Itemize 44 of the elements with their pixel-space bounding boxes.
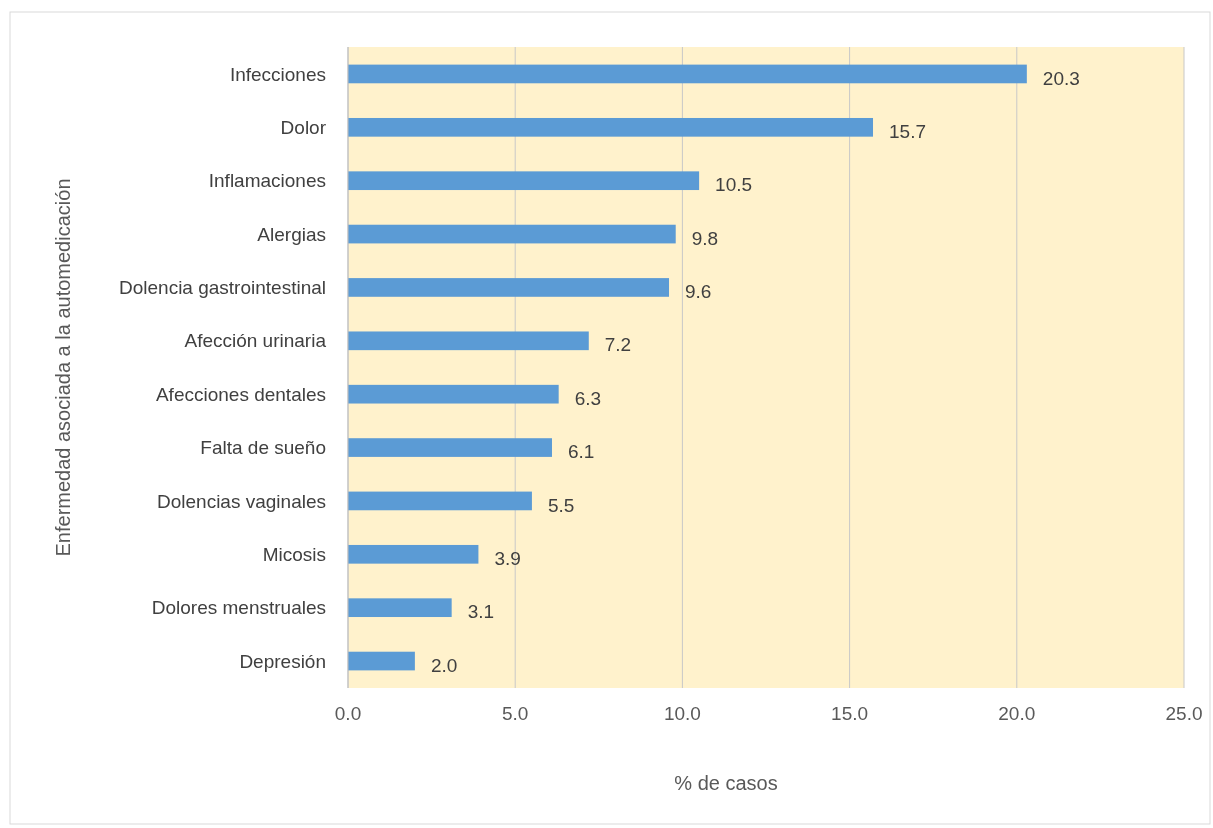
bar <box>348 438 552 457</box>
data-label: 20.3 <box>1042 67 1080 89</box>
y-tick-label: Depresión <box>239 650 326 672</box>
data-label: 6.1 <box>567 441 595 463</box>
y-tick-label: Falta de sueño <box>200 437 326 459</box>
bar <box>348 651 415 671</box>
bar <box>348 64 1027 84</box>
x-tick-label: 15.0 <box>831 703 869 724</box>
bar <box>348 384 559 404</box>
x-tick-label: 5.0 <box>501 703 529 724</box>
y-tick-label: Dolor <box>280 116 327 138</box>
bar <box>348 544 479 564</box>
data-label: 15.7 <box>889 120 926 142</box>
x-tick-label: 10.0 <box>663 703 701 724</box>
y-tick-label: Dolencias vaginales <box>157 490 326 512</box>
data-label: 6.3 <box>574 387 602 409</box>
data-label: 7.2 <box>604 334 632 356</box>
data-label: 3.1 <box>467 601 495 623</box>
y-tick-label: Afección urinaria <box>184 330 327 352</box>
bar <box>348 331 589 351</box>
x-tick-label: 20.0 <box>998 703 1036 724</box>
data-label: 9.6 <box>685 281 712 303</box>
bar <box>348 598 452 618</box>
x-axis-title: % de casos <box>674 772 778 794</box>
x-tick-label: 25.0 <box>1165 703 1203 724</box>
data-label: 2.0 <box>430 654 458 676</box>
y-tick-label: Dolencia gastrointestinal <box>118 277 326 299</box>
y-tick-label: Infecciones <box>229 63 326 85</box>
data-label: 3.9 <box>494 547 521 569</box>
data-label: 5.5 <box>547 494 575 516</box>
bar <box>348 491 532 511</box>
data-label: 9.8 <box>691 227 719 249</box>
y-tick-label: Dolores menstruales <box>151 597 326 619</box>
bar <box>348 171 700 191</box>
bar <box>348 224 676 244</box>
y-tick-label: Afecciones dentales <box>155 383 326 405</box>
y-axis-title: Enfermedad asociada a la automedicación <box>52 178 74 557</box>
y-tick-label: Micosis <box>262 543 326 565</box>
x-tick-label: 0.0 <box>334 703 362 724</box>
bar <box>348 117 874 137</box>
y-tick-label: Inflamaciones <box>208 170 326 192</box>
y-tick-label: Alergias <box>257 223 326 245</box>
bar <box>348 278 670 297</box>
data-label: 10.5 <box>715 174 753 196</box>
